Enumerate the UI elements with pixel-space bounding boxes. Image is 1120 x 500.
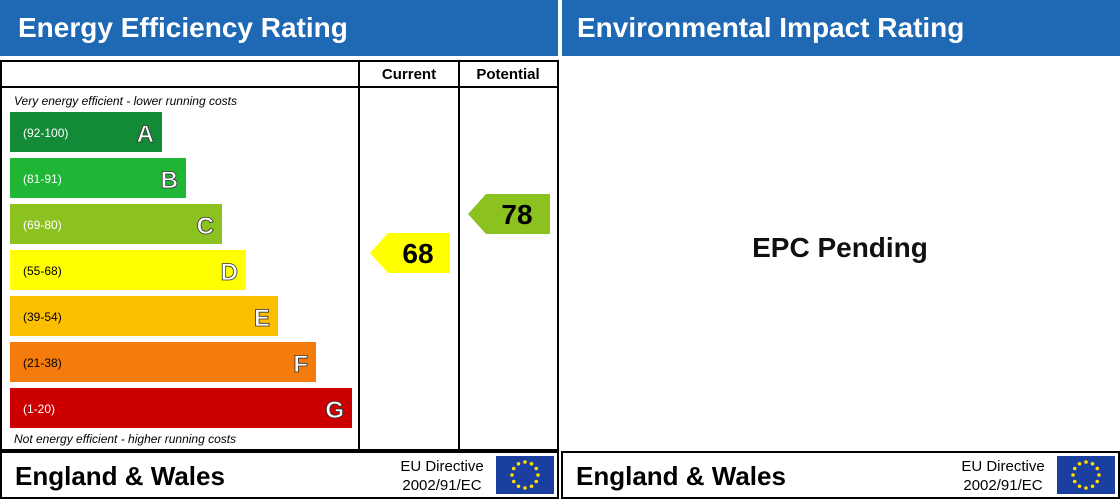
- panel-title: Environmental Impact Rating: [577, 12, 964, 43]
- footers: England & Wales EU Directive 2002/91/EC Eng…: [0, 451, 1120, 499]
- eu-star: [534, 466, 539, 471]
- rating-band: [10, 204, 222, 244]
- eu-star: [511, 479, 516, 484]
- eu-star: [523, 460, 527, 464]
- footer-directive: EU Directive: [961, 458, 1044, 475]
- eu-star: [1072, 479, 1077, 484]
- band-range: (92-100): [23, 126, 68, 140]
- band-range: (21-38): [23, 356, 62, 370]
- band-letter: A: [137, 121, 154, 148]
- eu-star: [516, 461, 521, 466]
- eu-star: [529, 484, 534, 489]
- rating-band: [10, 296, 278, 336]
- rating-arrow: [370, 233, 450, 273]
- band-letter: B: [161, 167, 178, 194]
- bands: (92-100) A (81-91) B (69-80) C (55-68) D (39-54)…: [10, 112, 352, 428]
- header-band: [562, 0, 1120, 56]
- band-letter: E: [254, 305, 270, 332]
- footer-code: 2002/91/EC: [402, 477, 481, 494]
- rating-arrow: [468, 194, 550, 234]
- footer-region: England & Wales: [15, 461, 225, 491]
- rating-band: [10, 158, 186, 198]
- eu-star: [523, 486, 527, 490]
- eu-star: [534, 479, 539, 484]
- band-range: (39-54): [23, 310, 62, 324]
- eu-star: [1095, 479, 1100, 484]
- band-range: (69-80): [23, 218, 62, 232]
- eu-star: [1090, 484, 1095, 489]
- scale-note: Very energy efficient - lower running co…: [14, 94, 237, 108]
- band-letter: G: [325, 397, 344, 424]
- eu-star: [1090, 461, 1095, 466]
- rating-band: [10, 112, 162, 152]
- band-letter: C: [197, 213, 214, 240]
- eu-star: [1071, 473, 1075, 477]
- eu-star: [516, 484, 521, 489]
- footer-region: England & Wales: [576, 461, 786, 491]
- eu-star: [529, 461, 534, 466]
- eu-star: [1084, 486, 1088, 490]
- eu-star: [1077, 461, 1082, 466]
- rating-band: [10, 250, 246, 290]
- table-frame: [0, 60, 559, 451]
- arrows: 68 78: [370, 194, 550, 273]
- footer-frame: [561, 451, 1120, 499]
- eu-star: [1095, 466, 1100, 471]
- scale-note: Not energy efficient - higher running co…: [14, 432, 236, 446]
- column-header: Potential: [476, 66, 539, 83]
- eu-star: [1084, 460, 1088, 464]
- eu-star: [1072, 466, 1077, 471]
- panel-title: Energy Efficiency Rating: [18, 12, 348, 43]
- status-text: EPC Pending: [752, 232, 928, 263]
- column-header: Current: [382, 66, 436, 83]
- band-letter: D: [221, 259, 238, 286]
- eu-star: [510, 473, 514, 477]
- band-letter: F: [293, 351, 308, 378]
- rating-band: [10, 388, 352, 428]
- band-range: (81-91): [23, 172, 62, 186]
- header-band: [0, 0, 558, 56]
- footer-code: 2002/91/EC: [963, 477, 1042, 494]
- rating-value: 78: [501, 199, 532, 230]
- band-range: (1-20): [23, 402, 55, 416]
- footer-directive: EU Directive: [400, 458, 483, 475]
- eu-star: [536, 473, 540, 477]
- eu-star: [1077, 484, 1082, 489]
- band-range: (55-68): [23, 264, 62, 278]
- rating-value: 68: [402, 238, 433, 269]
- footer-frame: [0, 451, 559, 499]
- eu-star: [1097, 473, 1101, 477]
- rating-band: [10, 342, 316, 382]
- eu-star: [511, 466, 516, 471]
